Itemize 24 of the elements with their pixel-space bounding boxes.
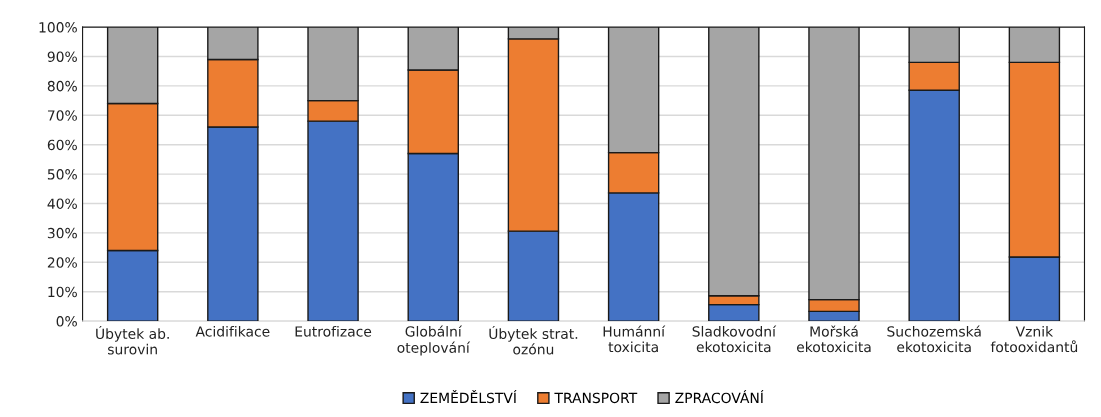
legend-label: ZPRACOVÁNÍ <box>675 390 764 404</box>
legend-label: TRANSPORT <box>554 392 638 404</box>
legend-label: ZEMĚDĚLSTVÍ <box>420 390 517 404</box>
y-tick-label: 10% <box>48 286 77 298</box>
x-tick-label: Suchozemská ekotoxicita <box>887 325 981 353</box>
y-tick-label: 100% <box>39 22 77 33</box>
y-tick-label: 70% <box>47 110 77 121</box>
x-tick-label: Humánní toxicita <box>603 325 666 353</box>
x-tick-label: Úbytek ab. surovin <box>96 325 169 355</box>
y-tick-label: 50% <box>47 169 77 180</box>
y-tick-label: 90% <box>47 51 77 62</box>
x-tick-label: Sladkovodní ekotoxicita <box>692 325 777 353</box>
x-tick-label: Globální oteplování <box>397 325 471 356</box>
x-tick-label: Acidifikace <box>195 325 270 337</box>
x-tick-label: Mořská ekotoxicita <box>796 325 871 353</box>
y-tick-label: 30% <box>47 227 77 239</box>
y-tick-label: 0% <box>56 316 77 327</box>
y-tick-label: 20% <box>47 257 77 268</box>
y-tick-label: 60% <box>47 139 77 151</box>
x-tick-label: Eutrofizace <box>295 325 372 337</box>
x-tick-label: Úbytek strat. ozónu <box>489 325 578 355</box>
x-tick-label: Vznik fotooxidantů <box>990 325 1078 353</box>
y-tick-label: 40% <box>47 198 77 209</box>
y-tick-label: 80% <box>47 80 77 92</box>
